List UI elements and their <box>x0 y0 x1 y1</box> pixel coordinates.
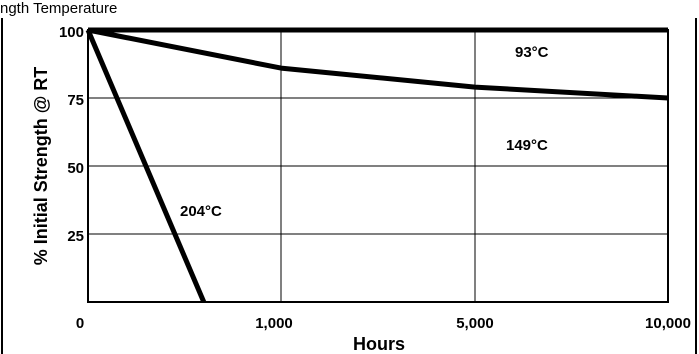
x-tick-label: 5,000 <box>456 315 494 332</box>
series-label-1: 149°C <box>506 137 548 154</box>
series-line-2 <box>85 29 207 303</box>
y-tick-label: 25 <box>67 228 84 245</box>
grid-lines <box>88 30 668 302</box>
x-tick-labels: 0 1,000 5,000 10,000 <box>76 315 691 332</box>
series-lines <box>85 27 669 303</box>
chart-header-fragment: ngth Temperature <box>0 0 117 17</box>
y-tick-label: 100 <box>59 24 84 41</box>
y-tick-label: 75 <box>67 92 84 109</box>
series-label-0: 93°C <box>515 44 549 61</box>
x-tick-label: 10,000 <box>645 315 691 332</box>
y-tick-label: 50 <box>67 160 84 177</box>
x-axis-title: Hours <box>353 334 405 354</box>
y-tick-labels: 25 50 75 100 <box>59 24 84 245</box>
series-label-2: 204°C <box>180 203 222 220</box>
x-tick-label: 1,000 <box>255 315 293 332</box>
series-line-1 <box>87 27 669 101</box>
x-tick-label: 0 <box>76 315 84 332</box>
y-axis-title: % Initial Strength @ RT <box>31 67 51 266</box>
series-labels: 93°C 149°C 204°C <box>180 44 549 220</box>
